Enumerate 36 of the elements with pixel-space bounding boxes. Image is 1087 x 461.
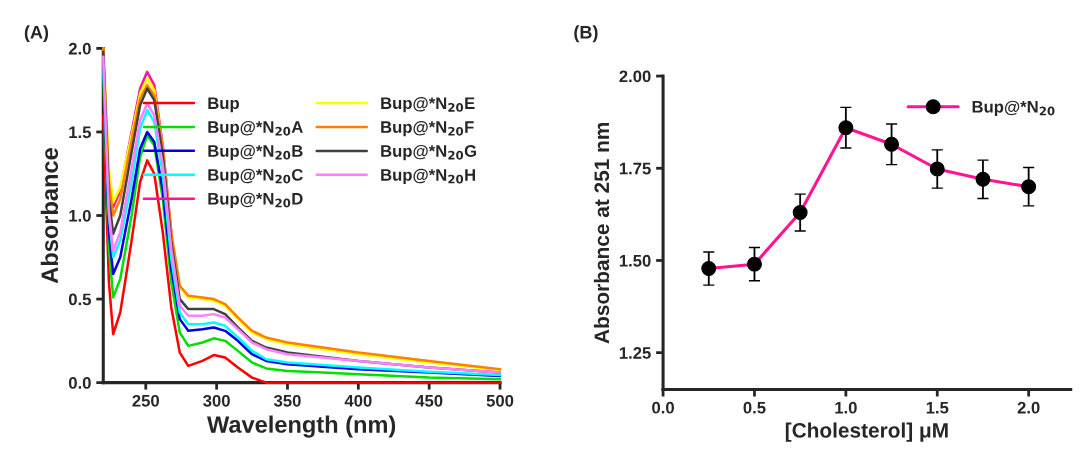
- y-tick-label: 2.0: [68, 42, 91, 55]
- legend-label: Bup@*N$_{20}$E: [381, 97, 475, 113]
- y-tick-label: 1.0: [69, 209, 91, 222]
- x-tick-label: 300: [203, 394, 230, 407]
- x-tick-label: 0.0: [652, 401, 674, 414]
- legend-label: Bup@*N$_{20}$H: [381, 168, 476, 185]
- legend-label: Bup@*N$_{20}$G: [381, 144, 477, 161]
- x-tick-label: 500: [486, 394, 514, 407]
- legend-label: Bup: [208, 97, 239, 113]
- y-tick-label: 1.50: [619, 254, 651, 267]
- legend-label: Bup@*N$_{20}$C: [208, 168, 303, 185]
- legend-label: Bup@*N$_{20}$B: [208, 144, 303, 161]
- x-tick-label: 1.0: [835, 401, 857, 414]
- y-tick-label: 0.0: [68, 377, 91, 389]
- x-tick-label: 450: [415, 394, 443, 407]
- legend-label: Bup@*N$_{20}$: [972, 100, 1055, 117]
- x-tick-label: 0.5: [743, 401, 766, 414]
- x-tick-label: 350: [273, 394, 301, 407]
- y-axis-title: Absorbance: [40, 148, 59, 284]
- x-tick-label: 2.0: [1017, 401, 1040, 414]
- legend-label: Bup@*N$_{20}$D: [208, 192, 303, 208]
- y-tick-label: 1.25: [619, 347, 651, 359]
- y-tick-label: 1.75: [619, 162, 651, 175]
- y-tick-label: 1.5: [69, 126, 91, 139]
- x-tick-label: 1.5: [926, 401, 949, 414]
- y-tick-label: 0.5: [68, 293, 91, 306]
- legend-label: Bup@*N$_{20}$A: [208, 120, 303, 137]
- x-tick-label: 250: [132, 394, 159, 407]
- y-axis-title: Absorbance at 251 nm: [593, 122, 610, 344]
- text: (B): [574, 25, 598, 43]
- x-axis-title: [Cholesterol] μM: [785, 422, 948, 442]
- x-axis-title: Wavelength (nm): [207, 415, 396, 438]
- x-tick-label: 400: [344, 394, 372, 407]
- y-tick-label: 2.00: [619, 70, 651, 83]
- legend-label: Bup@*N$_{20}$F: [381, 120, 474, 137]
- text: (A): [24, 25, 49, 43]
